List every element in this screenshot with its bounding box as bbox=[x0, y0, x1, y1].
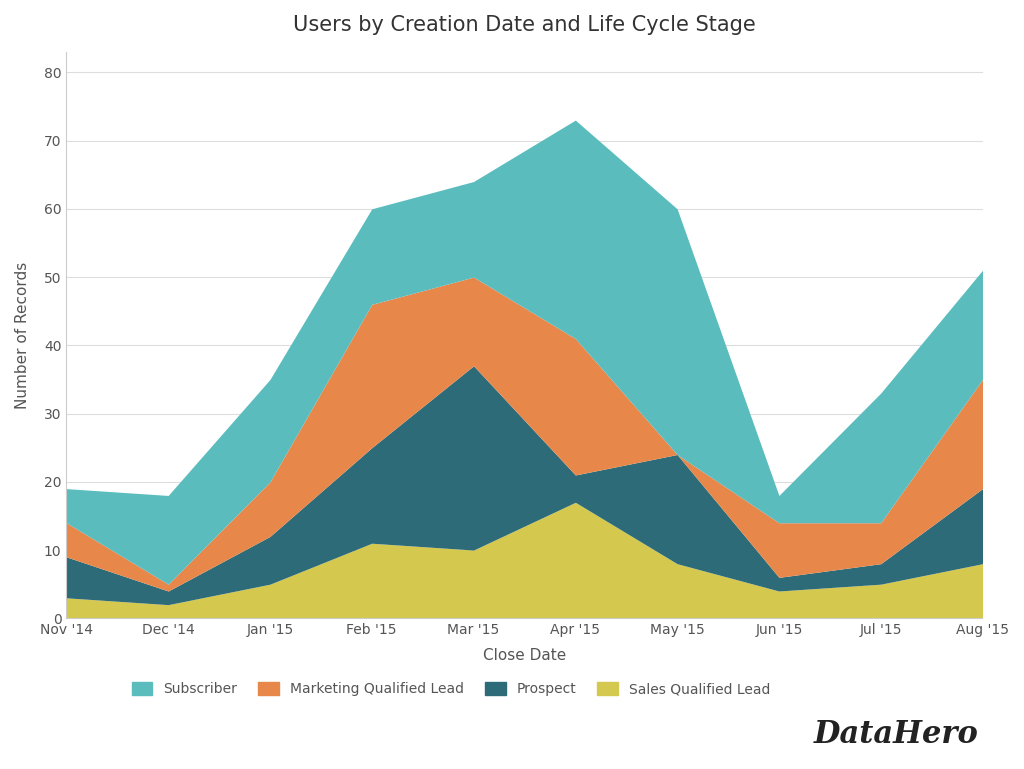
Text: DataHero: DataHero bbox=[813, 719, 979, 750]
Title: Users by Creation Date and Life Cycle Stage: Users by Creation Date and Life Cycle St… bbox=[293, 15, 756, 35]
Y-axis label: Number of Records: Number of Records bbox=[15, 261, 30, 408]
Legend: Subscriber, Marketing Qualified Lead, Prospect, Sales Qualified Lead: Subscriber, Marketing Qualified Lead, Pr… bbox=[131, 682, 771, 696]
X-axis label: Close Date: Close Date bbox=[482, 648, 566, 664]
